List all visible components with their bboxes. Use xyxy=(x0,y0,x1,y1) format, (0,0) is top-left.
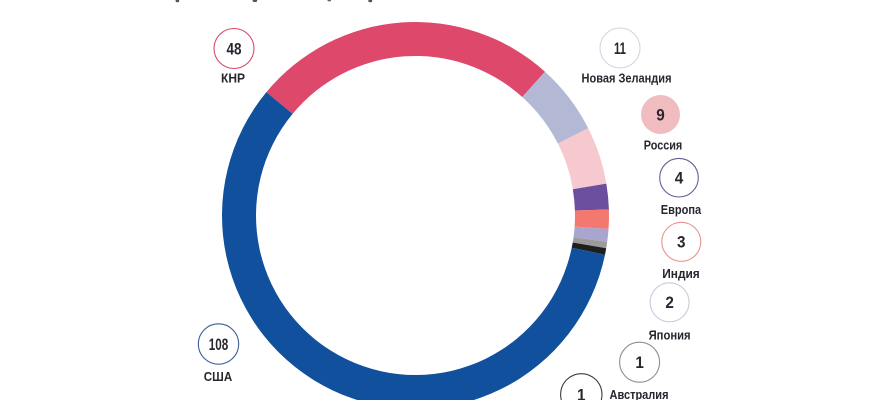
svg-text:4: 4 xyxy=(675,169,684,188)
svg-text:Индия: Индия xyxy=(662,266,700,281)
svg-text:Австралия: Австралия xyxy=(610,387,669,400)
svg-text:108: 108 xyxy=(209,335,229,354)
svg-text:КНР: КНР xyxy=(221,71,245,86)
svg-text:48: 48 xyxy=(227,39,242,58)
svg-text:3: 3 xyxy=(677,233,686,252)
svg-text:1: 1 xyxy=(577,385,586,400)
svg-text:1: 1 xyxy=(635,353,644,372)
svg-text:Япония: Япония xyxy=(649,328,691,343)
svg-text:США: США xyxy=(204,369,233,384)
svg-text:11: 11 xyxy=(614,39,626,58)
svg-text:2: 2 xyxy=(665,293,674,312)
svg-text:Новая Зеландия: Новая Зеландия xyxy=(582,71,672,86)
svg-text:Россия: Россия xyxy=(644,138,683,153)
svg-text:Европа: Европа xyxy=(661,202,702,217)
svg-text:9: 9 xyxy=(656,105,665,124)
